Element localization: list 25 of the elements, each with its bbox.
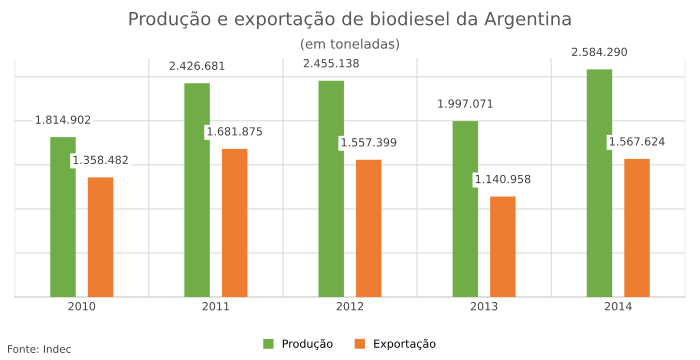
data-label: 1.814.902 <box>36 115 90 124</box>
bar <box>624 158 650 297</box>
data-label: 1.358.482 <box>73 156 128 164</box>
data-label: 2.455.138 <box>304 59 359 68</box>
legend-label: Exportação <box>374 339 436 350</box>
x-tick-label: 2013 <box>470 302 498 310</box>
bar <box>222 148 248 297</box>
bar <box>88 177 114 297</box>
chart-title: Produção e exportação de biodiesel da Argentina <box>130 11 571 29</box>
data-label: 2.426.681 <box>170 62 224 70</box>
x-tick-label: 2012 <box>336 302 364 310</box>
data-label: 1.997.071 <box>438 99 493 108</box>
data-label: 2.584.290 <box>572 48 627 56</box>
x-tick-label: 2011 <box>202 302 229 310</box>
chart-subtitle: (em toneladas) <box>300 38 399 50</box>
data-label: 1.681.875 <box>208 127 262 136</box>
legend-label: Produção <box>282 339 333 350</box>
data-label: 1.557.399 <box>342 138 396 147</box>
data-label: 1.140.958 <box>476 174 530 184</box>
bar <box>490 196 516 297</box>
x-tick-label: 2010 <box>68 302 96 310</box>
bar <box>356 160 382 297</box>
source-note: Fonte: Indec <box>8 344 71 353</box>
data-label: 1.567.624 <box>610 137 665 146</box>
x-tick-label: 2014 <box>604 302 632 310</box>
